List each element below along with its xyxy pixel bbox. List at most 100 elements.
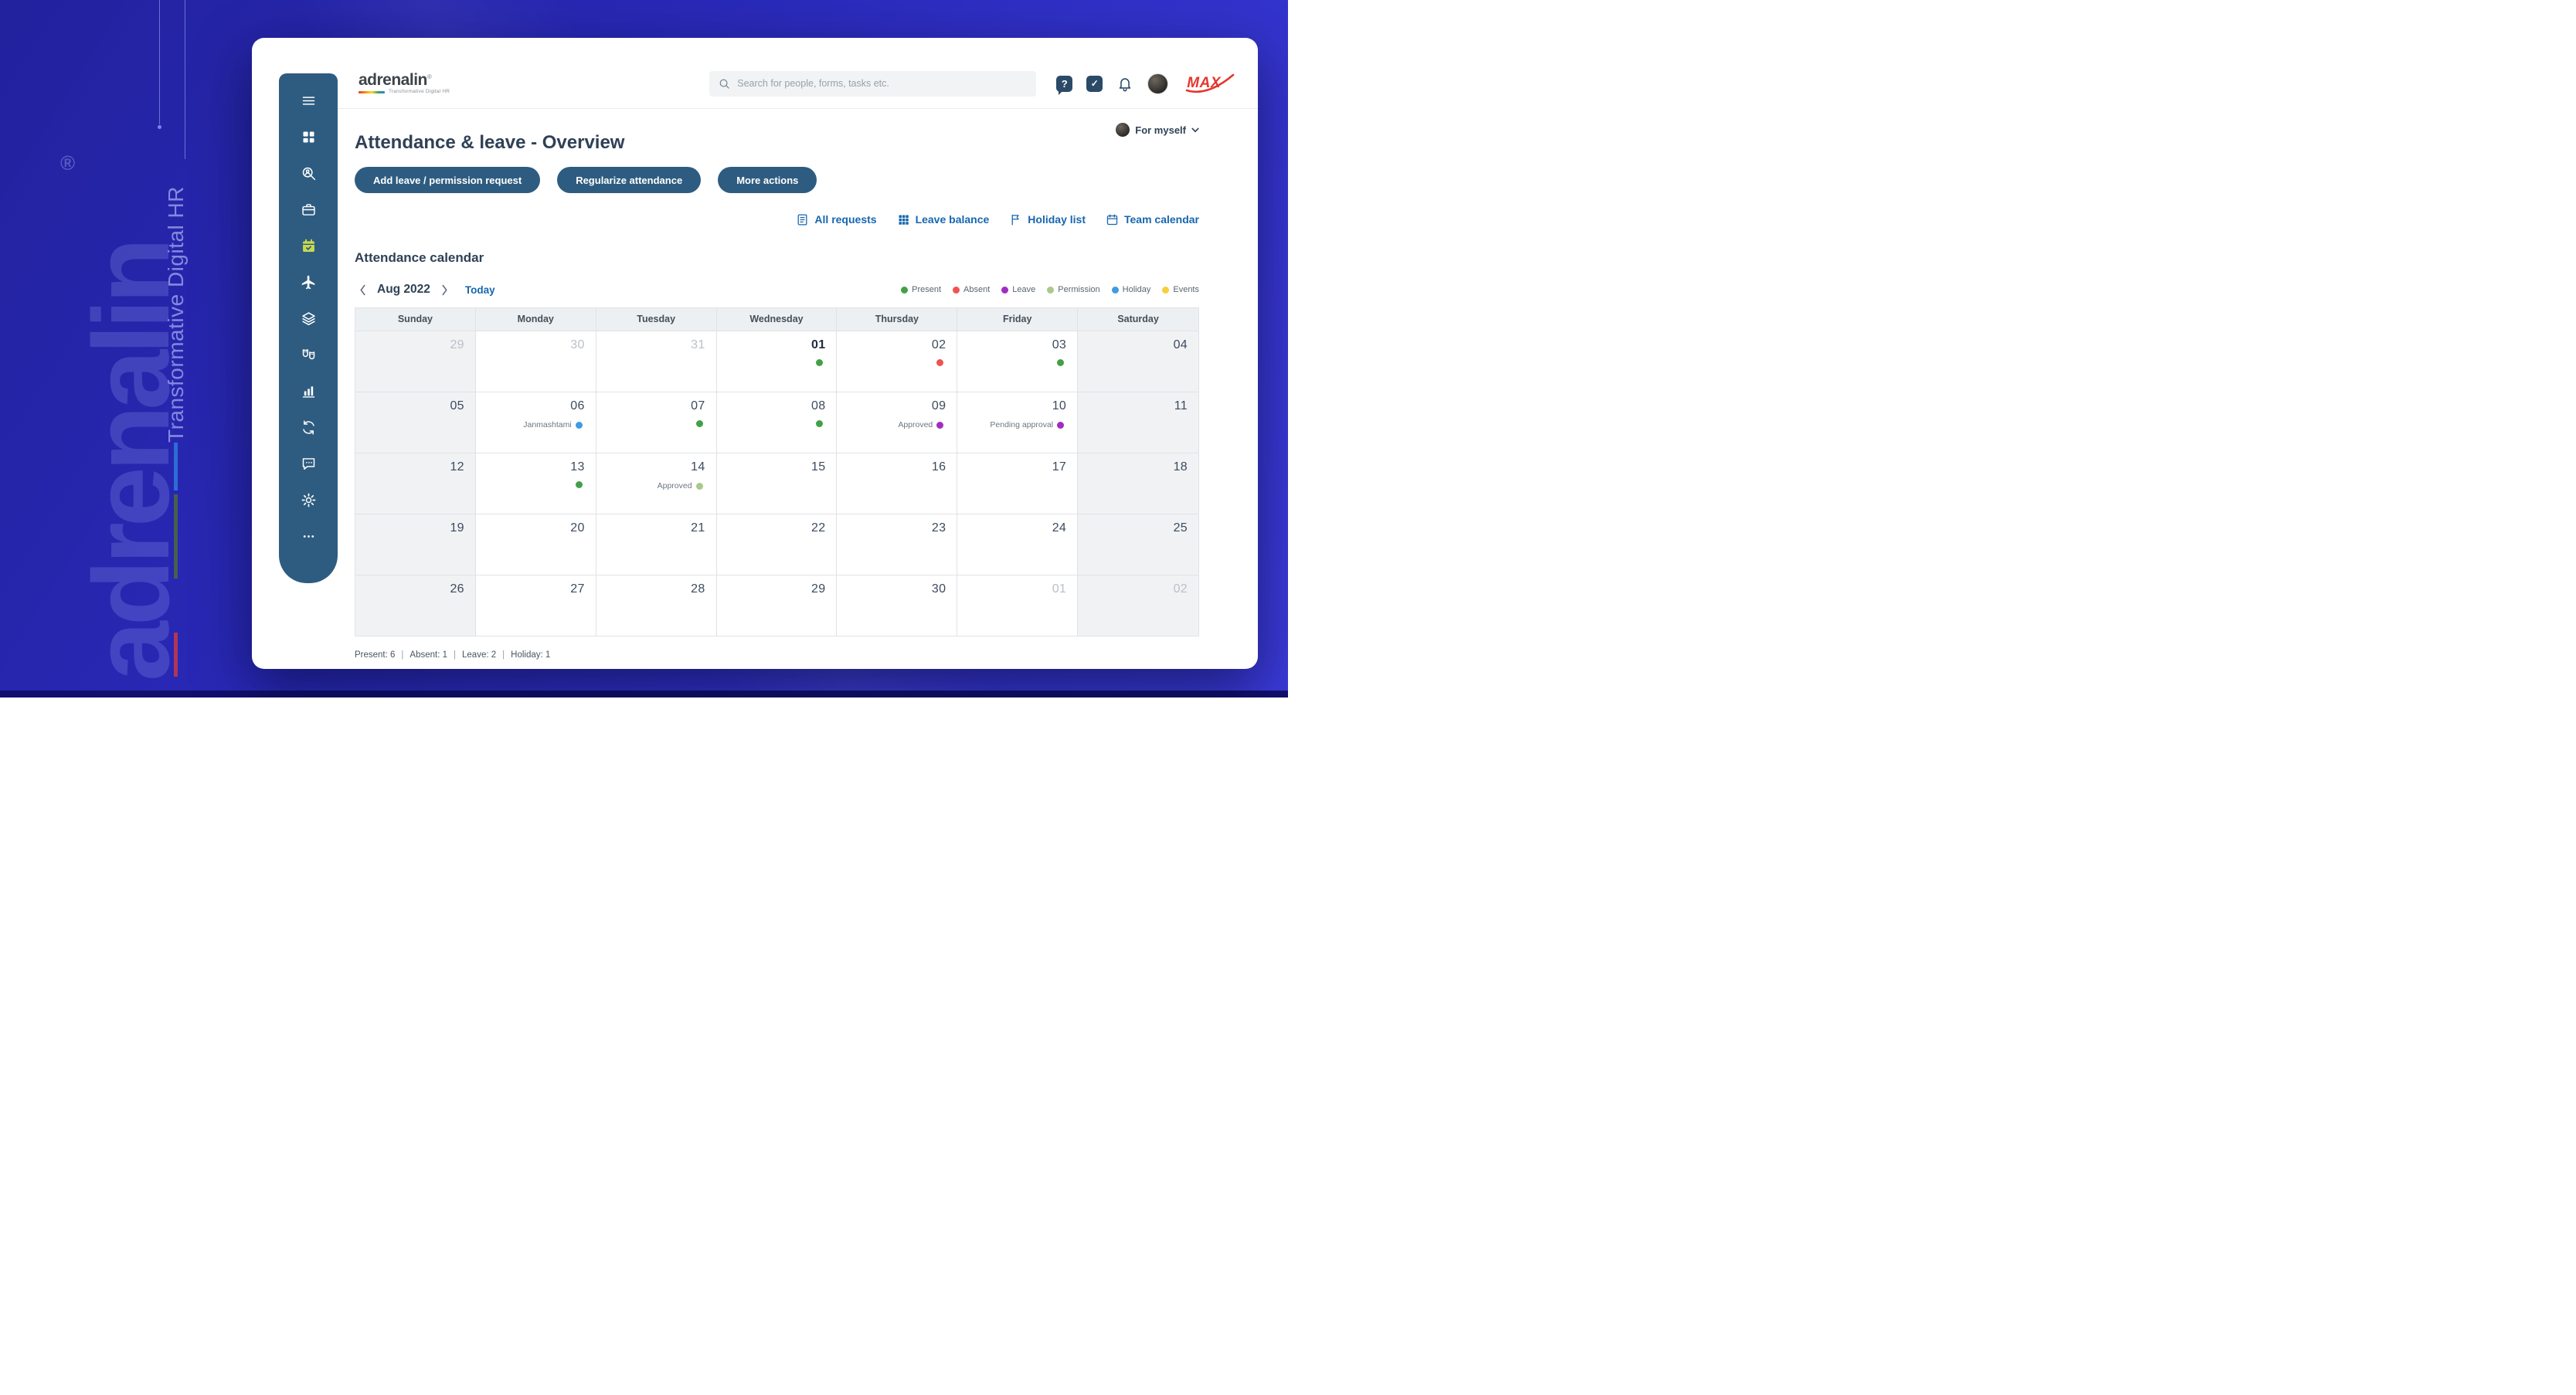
- adrenalin-logo: adrenalin® Transformative Digital HR: [359, 72, 450, 95]
- day-cell-21[interactable]: 21: [596, 514, 717, 575]
- day-number: 18: [1173, 460, 1188, 473]
- day-cell-28[interactable]: 28: [596, 575, 717, 636]
- day-cell-15[interactable]: 15: [716, 453, 838, 514]
- sidebar-item-attendance-leave[interactable]: [279, 228, 338, 264]
- day-event: Approved: [658, 481, 703, 490]
- calendar-week-row: 29 30 31 01 02 03 04: [355, 331, 1198, 392]
- day-number: 15: [811, 460, 826, 473]
- day-cell-10[interactable]: 10 Pending approval: [957, 392, 1079, 453]
- day-cell-02[interactable]: 02: [1078, 575, 1198, 636]
- day-cell-12[interactable]: 12: [355, 453, 476, 514]
- day-number: 14: [691, 460, 705, 473]
- today-button[interactable]: Today: [464, 283, 495, 296]
- day-cell-17[interactable]: 17: [957, 453, 1079, 514]
- day-cell-27[interactable]: 27: [475, 575, 596, 636]
- logo-tagline: Transformative Digital HR: [389, 89, 450, 95]
- day-cell-05[interactable]: 05: [355, 392, 476, 453]
- day-cell-23[interactable]: 23: [837, 514, 958, 575]
- search-input[interactable]: [737, 78, 1028, 89]
- link-all-requests[interactable]: All requests: [796, 213, 877, 226]
- day-cell-24[interactable]: 24: [957, 514, 1079, 575]
- day-cell-13[interactable]: 13: [475, 453, 596, 514]
- legend-dot-holiday: [1111, 286, 1119, 294]
- day-number: 19: [450, 521, 464, 535]
- sidebar-item-people-search[interactable]: [279, 155, 338, 192]
- sidebar-item-menu[interactable]: [279, 83, 338, 119]
- day-cell-18[interactable]: 18: [1078, 453, 1198, 514]
- sidebar-item-dashboard[interactable]: [279, 119, 338, 155]
- day-number: 25: [1173, 521, 1188, 535]
- day-cell-01[interactable]: 01: [957, 575, 1079, 636]
- day-number: 23: [931, 521, 946, 535]
- day-cell-29[interactable]: 29: [716, 575, 838, 636]
- global-search: [709, 70, 1037, 97]
- calendar-week-row: 12 13 14 Approved 15 16 17 18: [355, 453, 1198, 514]
- day-cell-20[interactable]: 20: [475, 514, 596, 575]
- day-cell-16[interactable]: 16: [837, 453, 958, 514]
- day-cell-02[interactable]: 02: [837, 331, 958, 392]
- day-cell-26[interactable]: 26: [355, 575, 476, 636]
- day-cell-14[interactable]: 14 Approved: [596, 453, 717, 514]
- user-avatar[interactable]: [1147, 73, 1169, 94]
- notifications-bell-icon[interactable]: [1116, 75, 1133, 92]
- sidebar-item-messages[interactable]: [279, 446, 338, 482]
- link-label: Team calendar: [1123, 213, 1199, 226]
- day-cell-08[interactable]: 08: [716, 392, 838, 453]
- day-cell-19[interactable]: 19: [355, 514, 476, 575]
- event-dot-leave: [1057, 421, 1065, 429]
- sidebar-item-workspace[interactable]: [279, 192, 338, 228]
- regularize-attendance-button[interactable]: Regularize attendance: [557, 167, 702, 193]
- sidebar-item-settings[interactable]: [279, 482, 338, 518]
- event-dot-holiday: [575, 421, 583, 429]
- summary-separator: |: [454, 650, 457, 660]
- calendar-week-row: 26 27 28 29 30 01 02: [355, 575, 1198, 636]
- sidebar-item-engagement[interactable]: [279, 337, 338, 373]
- day-cell-29[interactable]: 29: [355, 331, 476, 392]
- day-cell-25[interactable]: 25: [1078, 514, 1198, 575]
- day-cell-11[interactable]: 11: [1078, 392, 1198, 453]
- link-leave-balance[interactable]: Leave balance: [897, 213, 989, 226]
- day-cell-30[interactable]: 30: [837, 575, 958, 636]
- legend-dot-present: [901, 286, 909, 294]
- day-cell-22[interactable]: 22: [716, 514, 838, 575]
- day-number: 30: [931, 582, 946, 596]
- summary-item: Absent: 1: [410, 650, 448, 660]
- day-cell-31[interactable]: 31: [596, 331, 717, 392]
- day-cell-30[interactable]: 30: [475, 331, 596, 392]
- summary-item: Present: 6: [355, 650, 396, 660]
- flag-icon: [1009, 213, 1022, 226]
- day-cell-09[interactable]: 09 Approved: [837, 392, 958, 453]
- bottom-strip: [0, 691, 1288, 698]
- more-actions-button[interactable]: More actions: [718, 167, 817, 193]
- day-number: 26: [450, 582, 464, 596]
- help-icon[interactable]: [1056, 75, 1073, 95]
- grid-icon: [897, 213, 910, 226]
- day-number: 01: [811, 338, 826, 351]
- sidebar-item-processes[interactable]: [279, 409, 338, 446]
- prev-month-button[interactable]: [355, 284, 371, 296]
- link-holiday-list[interactable]: Holiday list: [1009, 213, 1086, 226]
- event-label: Approved: [898, 420, 933, 429]
- sidebar-item-payroll[interactable]: [279, 300, 338, 337]
- day-cell-06[interactable]: 06 Janmashtami: [475, 392, 596, 453]
- calendar-week-row: 19 20 21 22 23 24 25: [355, 514, 1198, 575]
- day-cell-07[interactable]: 07: [596, 392, 717, 453]
- link-team-calendar[interactable]: Team calendar: [1106, 213, 1199, 226]
- add-leave-button[interactable]: Add leave / permission request: [355, 167, 541, 193]
- day-number: 12: [450, 460, 464, 473]
- day-cell-01[interactable]: 01: [716, 331, 838, 392]
- day-event: [816, 420, 824, 427]
- sidebar-item-reports[interactable]: [279, 373, 338, 409]
- day-number: 03: [1052, 338, 1067, 351]
- day-number: 20: [570, 521, 585, 535]
- tasks-icon[interactable]: [1086, 75, 1103, 92]
- sidebar-item-more[interactable]: [279, 518, 338, 555]
- day-cell-04[interactable]: 04: [1078, 331, 1198, 392]
- logo-registered-mark: ®: [427, 73, 432, 81]
- scope-selector[interactable]: For myself: [1116, 123, 1199, 137]
- sidebar-item-travel[interactable]: [279, 264, 338, 300]
- next-month-button[interactable]: [437, 284, 453, 296]
- calendar-body: 29 30 31 01 02 03 04 05 06 Janmashtami 07 08 09 Appro…: [355, 331, 1198, 636]
- search-icon: [719, 79, 729, 89]
- day-cell-03[interactable]: 03: [957, 331, 1079, 392]
